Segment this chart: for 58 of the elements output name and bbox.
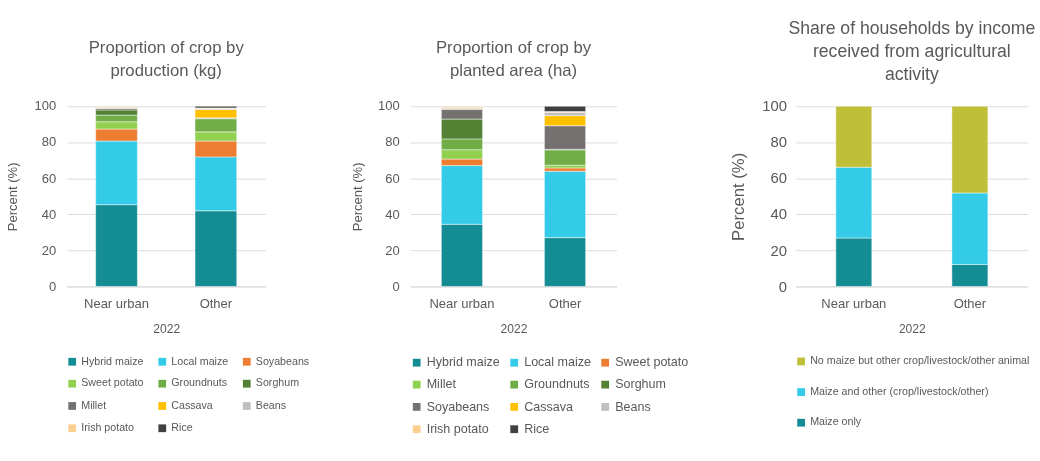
y-tick-label: 40 [41,206,57,222]
y-tick-label: 100 [762,98,787,115]
legend-label: Soyabeans [255,354,310,367]
legend-label: Hybrid maize [81,354,144,367]
x-tick-label: Near urban [429,296,495,312]
legend-label: Cassava [524,399,573,414]
y-tick-label: 80 [770,134,787,151]
legend-label: Local maize [524,355,591,370]
legend-label: Rice [171,421,193,434]
legend-label: Beans [615,399,651,414]
legend-label: Millet [426,377,457,392]
y-tick-label: 60 [385,170,400,186]
x-tick-label: Near urban [821,296,887,312]
y-axis-title: Percent (%) [4,162,20,232]
y-tick-label: 20 [41,242,57,258]
x-tick-label: Near urban [84,296,150,312]
x-axis-title: 2022 [153,322,181,337]
y-tick-label: 60 [770,170,787,187]
legend-label: Sweet potato [615,355,689,370]
legend-label: Groundnuts [171,376,228,389]
legend-label: Maize and other (crop/livestock/other) [810,384,989,397]
legend-label: Soyabeans [426,399,490,414]
legend-label: No maize but other crop/livestock/other animal [810,354,1030,367]
legend-label: Irish potato [426,421,489,436]
legend-label: Irish potato [81,421,135,434]
legend-label: Sorghum [615,377,666,392]
x-tick-label: Other [953,296,987,312]
y-tick-label: 80 [41,134,57,150]
y-tick-label: 60 [41,170,57,186]
legend-label: Hybrid maize [426,355,500,370]
y-tick-label: 0 [48,278,57,294]
chart-title: Proportion of crop by planted area (ha) [435,38,592,80]
legend-label: Sorghum [255,376,300,389]
legend-label: Groundnuts [524,377,590,392]
chart-title: Share of households by income received from agricultural activity [788,17,1036,85]
y-tick-label: 40 [770,206,787,223]
y-tick-label: 100 [378,98,400,114]
x-tick-label: Other [548,296,582,312]
legend-label: Millet [81,398,107,411]
legend-label: Cassava [171,398,213,411]
x-axis-title: 2022 [500,322,528,337]
y-tick-label: 40 [385,206,400,222]
legend-label: Maize only [810,415,862,428]
legend-label: Rice [524,421,550,436]
y-tick-label: 80 [385,134,400,150]
y-axis-title: Percent (%) [350,162,366,232]
y-axis-title: Percent (%) [728,152,748,241]
legend-label: Local maize [171,354,229,367]
y-tick-label: 20 [385,242,400,258]
y-tick-label: 0 [392,278,400,294]
x-tick-label: Other [199,296,233,312]
x-axis-title: 2022 [898,322,927,337]
chart-title: Proportion of crop by production (kg) [88,38,245,80]
y-tick-label: 100 [34,98,57,114]
legend-label: Sweet potato [81,376,144,389]
legend-label: Beans [255,398,287,411]
y-tick-label: 20 [770,242,787,259]
y-tick-label: 0 [778,278,787,295]
